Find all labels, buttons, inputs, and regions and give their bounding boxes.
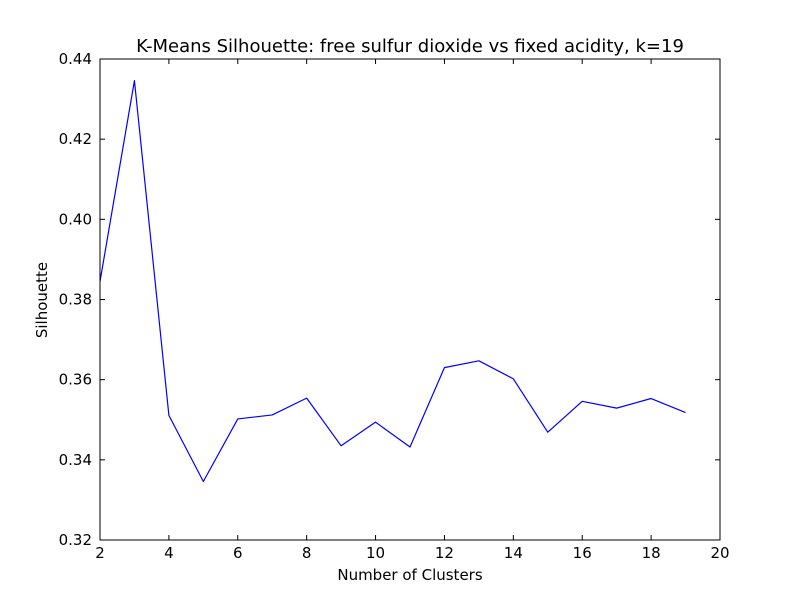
x-tick-label: 10 xyxy=(366,544,385,562)
y-tick-label: 0.44 xyxy=(59,50,92,68)
y-tick-label: 0.32 xyxy=(59,531,92,549)
y-tick-label: 0.40 xyxy=(59,210,92,228)
x-tick-label: 6 xyxy=(233,544,243,562)
x-tick-label: 20 xyxy=(710,544,729,562)
y-tick-label: 0.38 xyxy=(59,291,92,309)
y-axis-label: Silhouette xyxy=(33,262,51,338)
series-line-1 xyxy=(100,80,686,483)
x-tick-label: 18 xyxy=(642,544,661,562)
x-tick-label: 8 xyxy=(302,544,312,562)
x-tick-label: 2 xyxy=(95,544,105,562)
x-tick-label: 12 xyxy=(435,544,454,562)
y-tick-label: 0.34 xyxy=(59,451,92,469)
y-tick-label: 0.36 xyxy=(59,371,92,389)
x-axis-label: Number of Clusters xyxy=(337,566,482,584)
x-tick-label: 4 xyxy=(164,544,174,562)
plot-area: 2 4 6 8 10 12 14 16 18 20 0.32 0.34 0.36 0.38 0.40 0.42… xyxy=(59,50,730,562)
x-tick-label: 14 xyxy=(504,544,523,562)
y-tick-label: 0.42 xyxy=(59,130,92,148)
x-tick-label: 16 xyxy=(573,544,592,562)
chart-title: K-Means Silhouette: free sulfur dioxide … xyxy=(136,36,684,57)
